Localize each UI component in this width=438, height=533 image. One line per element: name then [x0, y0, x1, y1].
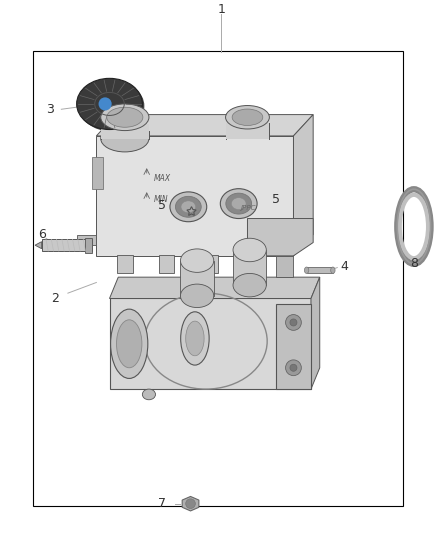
- Text: 6: 6: [38, 228, 46, 241]
- Ellipse shape: [142, 389, 155, 400]
- Bar: [33, 51, 403, 506]
- Ellipse shape: [186, 321, 204, 356]
- Polygon shape: [96, 136, 293, 256]
- Bar: [42, 239, 92, 251]
- Text: MAX: MAX: [153, 174, 170, 183]
- Ellipse shape: [77, 78, 142, 130]
- Polygon shape: [311, 277, 320, 389]
- Bar: [307, 267, 333, 273]
- Polygon shape: [101, 124, 149, 139]
- Circle shape: [290, 319, 297, 326]
- Ellipse shape: [331, 267, 335, 273]
- Ellipse shape: [101, 104, 149, 131]
- Ellipse shape: [232, 109, 263, 125]
- Ellipse shape: [79, 80, 145, 132]
- Ellipse shape: [180, 312, 209, 365]
- Polygon shape: [293, 115, 313, 256]
- Ellipse shape: [101, 125, 149, 152]
- Ellipse shape: [170, 192, 207, 222]
- Text: 5: 5: [158, 199, 166, 212]
- Bar: [117, 255, 133, 273]
- Ellipse shape: [220, 189, 257, 219]
- Circle shape: [186, 499, 195, 508]
- Circle shape: [286, 360, 301, 376]
- Ellipse shape: [233, 273, 266, 297]
- Ellipse shape: [304, 267, 309, 273]
- Bar: [159, 255, 174, 273]
- Text: 5: 5: [272, 193, 280, 206]
- Text: 3: 3: [46, 103, 54, 116]
- Ellipse shape: [231, 198, 246, 209]
- Circle shape: [290, 364, 297, 372]
- Text: 7: 7: [158, 497, 166, 510]
- Polygon shape: [77, 235, 96, 245]
- Bar: [202, 255, 218, 273]
- Circle shape: [286, 314, 301, 330]
- Ellipse shape: [226, 193, 251, 214]
- Ellipse shape: [180, 284, 214, 308]
- Ellipse shape: [110, 309, 148, 378]
- Ellipse shape: [233, 238, 266, 262]
- Text: 4: 4: [340, 260, 348, 273]
- Ellipse shape: [181, 201, 196, 213]
- Ellipse shape: [180, 249, 214, 272]
- Polygon shape: [182, 496, 199, 511]
- Bar: [85, 238, 92, 253]
- Polygon shape: [226, 123, 269, 139]
- Text: JPPC: JPPC: [240, 205, 255, 211]
- Polygon shape: [35, 241, 42, 249]
- Text: 1: 1: [217, 3, 225, 16]
- Ellipse shape: [176, 196, 201, 217]
- Polygon shape: [247, 219, 313, 256]
- Bar: [180, 261, 214, 296]
- Ellipse shape: [226, 106, 269, 129]
- Circle shape: [99, 98, 112, 110]
- Polygon shape: [110, 277, 320, 298]
- Ellipse shape: [117, 320, 142, 368]
- Text: 2: 2: [51, 292, 59, 305]
- Ellipse shape: [107, 107, 143, 127]
- Bar: [110, 298, 311, 389]
- Polygon shape: [96, 115, 313, 136]
- Polygon shape: [276, 256, 293, 277]
- Bar: [233, 250, 266, 285]
- Bar: [92, 157, 103, 189]
- Text: 8: 8: [410, 257, 418, 270]
- Text: MIN: MIN: [153, 196, 168, 204]
- Ellipse shape: [99, 100, 111, 108]
- Polygon shape: [276, 304, 311, 389]
